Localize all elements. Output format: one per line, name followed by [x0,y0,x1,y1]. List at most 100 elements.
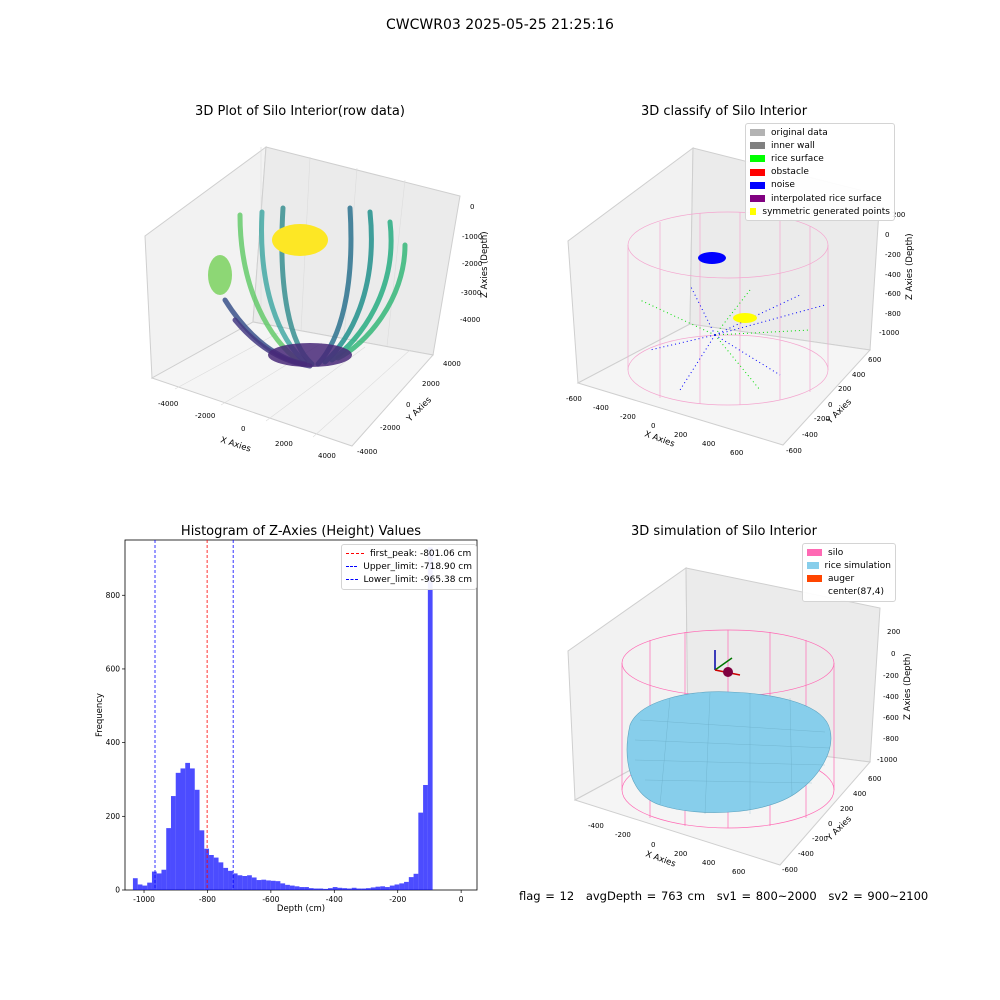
raw-z-axis-label: Z Axies (Depth) [480,231,490,298]
histogram-y-tick-label: 200 [106,812,121,821]
simulation-ztick: -1000 [877,756,897,764]
simulation-ytick: 600 [868,775,881,783]
histogram-bar [318,888,324,890]
histogram-bar [251,877,257,890]
simulation-axis-ticks: -400 -200 0 200 400 600 -600 -400 -200 0… [588,628,900,876]
legend-item: interpolated rice surface [750,192,890,205]
figure-title: CWCWR03 2025-05-25 21:25:16 [386,17,614,33]
simulation-z-axis-label: Z Axies (Depth) [903,653,913,720]
histogram-x-ticks: -1000 -800 -600 -400 -200 0 [133,890,464,904]
histogram-bar [209,855,214,890]
histogram-x-axis-label: Depth (cm) [277,904,325,914]
legend-item: obstacle [750,166,890,179]
histogram-title: Histogram of Z-Axies (Height) Values [180,524,422,539]
histogram-bar [156,873,162,890]
histogram-bar [366,888,371,890]
raw-ytick: 4000 [443,360,461,368]
legend-label: auger [828,573,855,584]
raw-3d-plot: -4000 -2000 0 2000 4000 -4000 -2000 0 20… [144,145,490,460]
histogram-bar [327,888,333,890]
histogram-bar [380,886,386,890]
histogram-reference-lines [154,540,234,890]
histogram-y-tick-label: 600 [106,664,121,673]
raw-xtick: 2000 [275,440,293,448]
simulation-xtick: -400 [588,822,604,830]
histogram-bar [170,796,176,890]
histogram-bar [394,884,400,890]
legend-label: Upper_limit: -718.90 cm [363,561,472,572]
histogram-bar [132,878,138,890]
legend-item: center(87,4) [807,586,891,599]
histogram-bar [423,785,428,890]
raw-axis-ticks: -4000 -2000 0 2000 4000 -4000 -2000 0 20… [158,203,482,460]
raw-ytick: -4000 [357,448,377,456]
raw-yellow-cluster [272,224,328,256]
simulation-ztick: 200 [887,628,900,636]
simulation-ytick: 400 [853,790,866,798]
legend-label: rice simulation [824,560,891,571]
legend-item: silo [807,546,891,559]
simulation-ztick: -600 [883,714,899,722]
histogram-bar [418,812,424,890]
histogram-bar [218,862,224,890]
status-line: flag = 12 avgDepth = 763 cm sv1 = 800~20… [519,889,935,903]
histogram-legend: first_peak: -801.06 cm Upper_limit: -718… [341,544,477,590]
histogram-bar [304,887,309,890]
histogram-bar [223,867,229,890]
histogram-bar [332,887,338,890]
histogram-bar [337,887,343,890]
status-sv2: sv2 = 900~2100 [828,889,929,903]
histogram-bar [161,869,167,890]
histogram-bar [427,547,433,890]
simulation-xtick: 0 [651,841,655,849]
simulation-xtick: -200 [615,831,631,839]
legend-label: obstacle [771,167,809,178]
legend-swatch [750,181,765,189]
classify-ztick: 0 [885,231,889,239]
histogram-bar [313,888,319,890]
simulation-3d-plot: -400 -200 0 200 400 600 -600 -400 -200 0… [567,567,913,876]
status-flag: flag = 12 [519,889,575,903]
raw-xtick: 0 [241,425,245,433]
histogram-x-tick-label: -1000 [133,895,155,904]
legend-item: original data [750,126,890,139]
legend-swatch [750,168,765,176]
histogram-y-tick-label: 0 [115,886,120,895]
histogram-bar [342,888,347,890]
raw-ytick: 0 [406,401,410,409]
simulation-ztick: 0 [891,650,895,658]
histogram-bar [323,888,328,890]
histogram-bar [261,879,267,890]
legend-label: Lower_limit: -965.38 cm [363,574,472,585]
histogram-bar [175,772,181,890]
legend-swatch [750,129,765,137]
histogram-bar [275,881,281,890]
simulation-rice-mesh [634,692,831,815]
classify-ztick: -200 [885,251,901,259]
histogram-y-tick-label: 800 [106,591,121,600]
simulation-ztick: -800 [883,735,899,743]
legend-swatch [807,575,822,583]
histogram-bar [294,886,300,890]
classify-ytick: -200 [814,415,830,423]
simulation-ytick: -200 [812,835,828,843]
histogram-bar [280,883,286,890]
simulation-xtick: 400 [702,859,715,867]
raw-left-cluster [208,255,232,295]
classify-legend: original data inner wall rice surface ob… [745,123,895,222]
histogram-y-tick-label: 400 [106,738,121,747]
histogram-bar [351,887,357,890]
legend-label: original data [771,127,828,138]
simulation-ytick: 0 [828,820,832,828]
histogram-bar [266,880,271,890]
raw-ztick: -3000 [461,289,481,297]
raw-ztick: -1000 [462,233,482,241]
histogram-bar [285,884,290,890]
histogram-bar [361,888,367,890]
legend-label: inner wall [771,140,815,151]
status-sv1: sv1 = 800~2000 [716,889,817,903]
classify-ytick: 600 [868,356,881,364]
histogram-bar [247,875,252,890]
raw-plot-title: 3D Plot of Silo Interior(row data) [195,104,405,119]
raw-ytick: -2000 [380,424,400,432]
